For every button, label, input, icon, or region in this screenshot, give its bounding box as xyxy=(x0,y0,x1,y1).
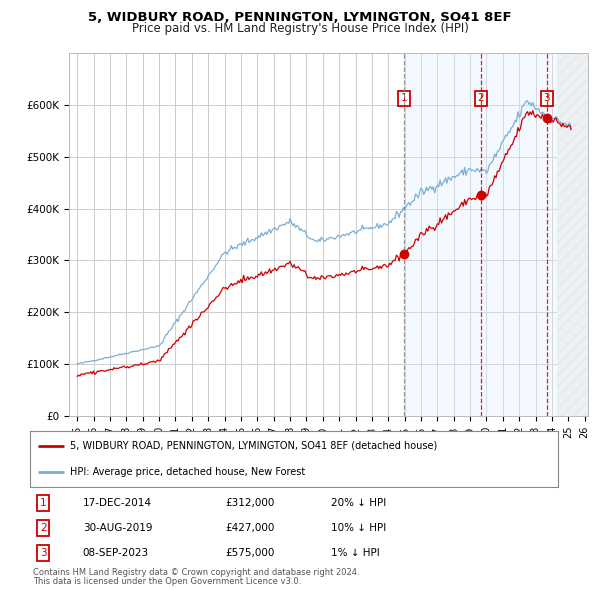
Text: £312,000: £312,000 xyxy=(226,498,275,508)
Text: 1% ↓ HPI: 1% ↓ HPI xyxy=(331,548,380,558)
Text: HPI: Average price, detached house, New Forest: HPI: Average price, detached house, New … xyxy=(70,467,305,477)
Text: 5, WIDBURY ROAD, PENNINGTON, LYMINGTON, SO41 8EF: 5, WIDBURY ROAD, PENNINGTON, LYMINGTON, … xyxy=(88,11,512,24)
Text: 3: 3 xyxy=(40,548,47,558)
Bar xyxy=(557,53,588,416)
Bar xyxy=(404,53,557,416)
Text: 10% ↓ HPI: 10% ↓ HPI xyxy=(331,523,386,533)
Text: 2: 2 xyxy=(478,93,484,103)
Text: 5, WIDBURY ROAD, PENNINGTON, LYMINGTON, SO41 8EF (detached house): 5, WIDBURY ROAD, PENNINGTON, LYMINGTON, … xyxy=(70,441,437,451)
Text: 3: 3 xyxy=(544,93,550,103)
Text: 1: 1 xyxy=(40,498,47,508)
Text: 1: 1 xyxy=(401,93,407,103)
Text: 20% ↓ HPI: 20% ↓ HPI xyxy=(331,498,386,508)
Bar xyxy=(557,53,588,416)
Text: 08-SEP-2023: 08-SEP-2023 xyxy=(83,548,149,558)
Text: £427,000: £427,000 xyxy=(226,523,275,533)
Bar xyxy=(557,53,588,416)
Text: Contains HM Land Registry data © Crown copyright and database right 2024.: Contains HM Land Registry data © Crown c… xyxy=(33,568,359,576)
Text: 30-AUG-2019: 30-AUG-2019 xyxy=(83,523,152,533)
Text: 2: 2 xyxy=(40,523,47,533)
Text: This data is licensed under the Open Government Licence v3.0.: This data is licensed under the Open Gov… xyxy=(33,577,301,586)
Text: Price paid vs. HM Land Registry's House Price Index (HPI): Price paid vs. HM Land Registry's House … xyxy=(131,22,469,35)
Text: 17-DEC-2014: 17-DEC-2014 xyxy=(83,498,152,508)
Text: £575,000: £575,000 xyxy=(226,548,275,558)
